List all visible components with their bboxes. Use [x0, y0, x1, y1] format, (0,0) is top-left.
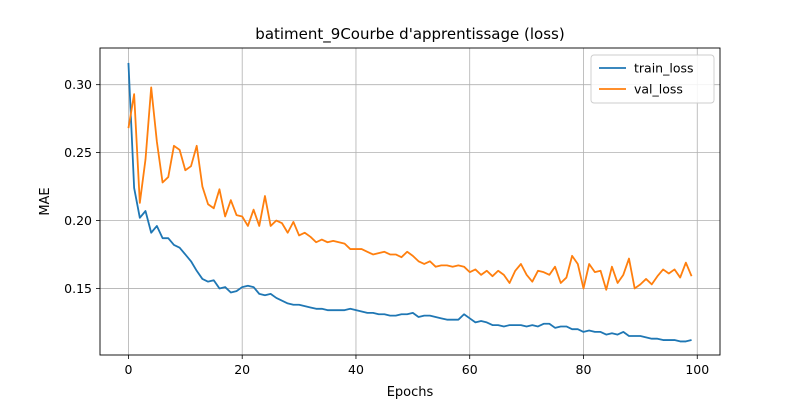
y-tick-label: 0.30 — [64, 77, 92, 92]
x-tick-label: 20 — [234, 362, 250, 377]
x-tick-label: 0 — [124, 362, 132, 377]
series-line-val-loss — [127, 86, 693, 291]
plot-frame — [99, 47, 721, 356]
x-tick-label: 40 — [348, 362, 364, 377]
y-axis-title: MAE — [38, 187, 53, 215]
chart-title: batiment_9Courbe d'apprentissage (loss) — [255, 25, 564, 44]
x-axis-title: Epochs — [387, 385, 434, 400]
legend-box — [590, 54, 715, 104]
legend-label-train-loss: train_loss — [634, 61, 694, 76]
legend-label-val-loss: val_loss — [634, 82, 683, 97]
y-tick-label: 0.15 — [64, 281, 92, 296]
x-tick-label: 100 — [685, 362, 709, 377]
legend: train_loss val_loss — [590, 54, 715, 104]
y-tick-label: 0.25 — [64, 145, 92, 160]
y-tick-label: 0.20 — [64, 213, 92, 228]
series-layer — [127, 62, 693, 343]
series-line-train-loss — [127, 62, 692, 343]
x-tick-label: 60 — [462, 362, 478, 377]
x-tick-label: 80 — [576, 362, 592, 377]
tick-layer: 0 20 40 60 80 100 0.15 0.20 0.25 0.30 — [64, 77, 709, 377]
